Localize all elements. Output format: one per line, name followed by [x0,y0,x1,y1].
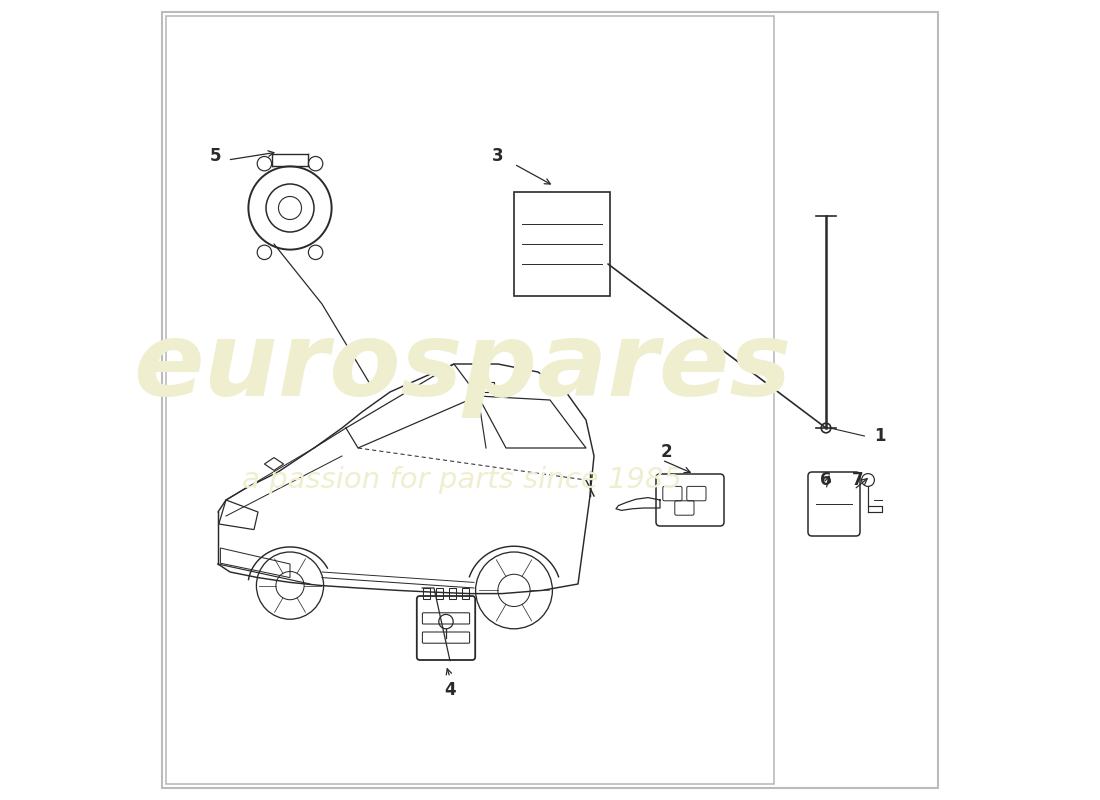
Text: 6: 6 [821,471,832,489]
Text: 4: 4 [444,681,455,698]
Text: 3: 3 [492,147,504,165]
Text: a passion for parts since 1985: a passion for parts since 1985 [242,466,682,494]
Text: eurospares: eurospares [133,318,791,418]
Text: 2: 2 [660,443,672,461]
Bar [166,16,774,784]
Text: 7: 7 [852,471,864,489]
Text: 5: 5 [210,147,221,165]
Text: 1: 1 [874,427,886,445]
